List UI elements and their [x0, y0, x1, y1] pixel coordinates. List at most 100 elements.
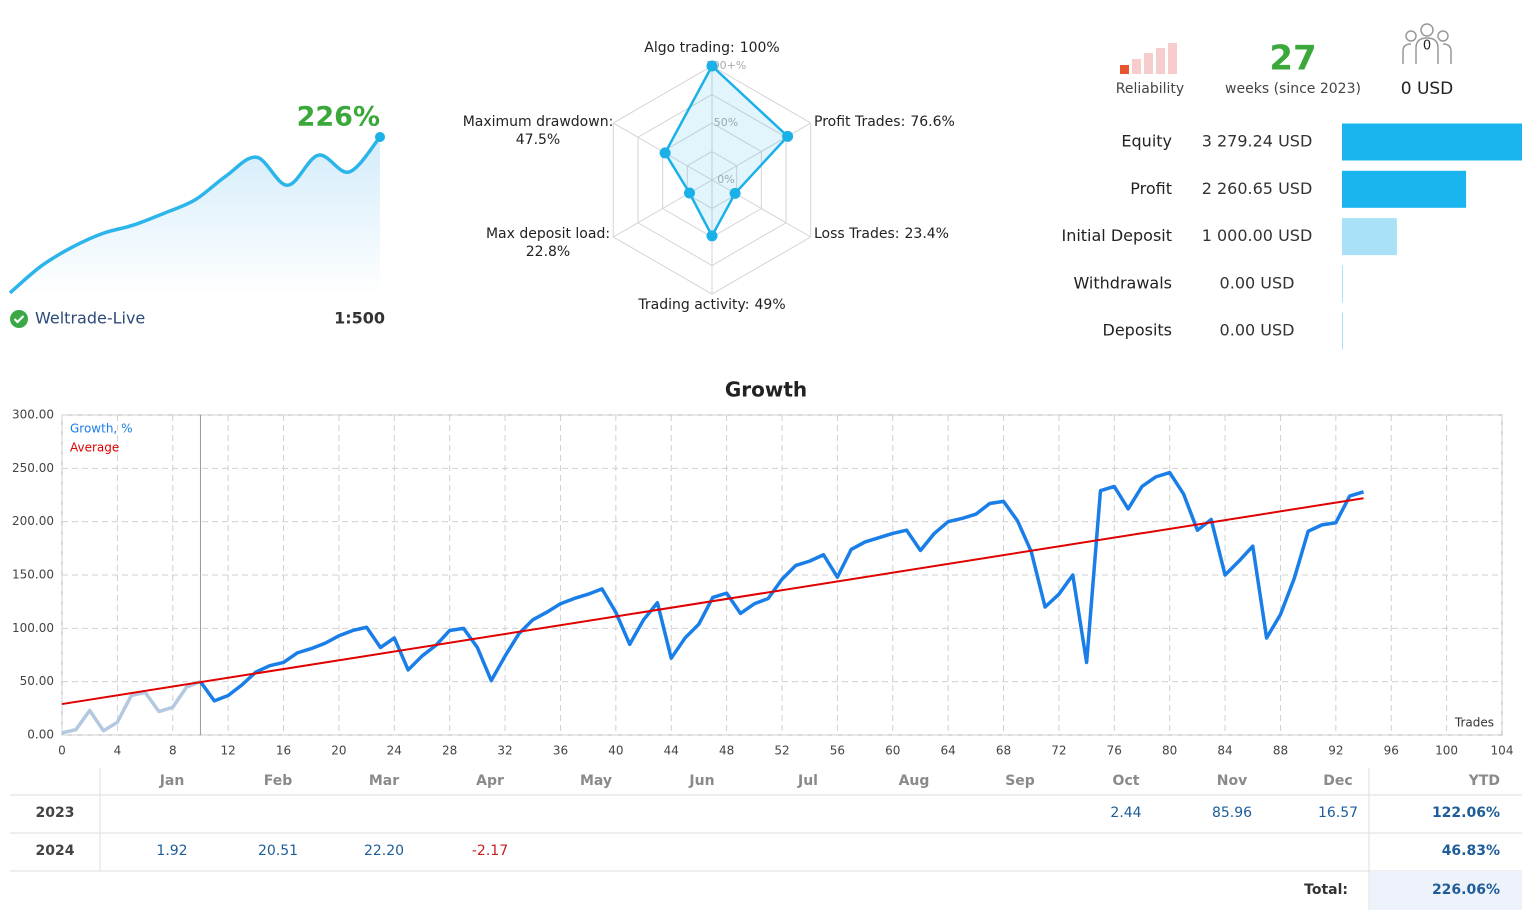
radar-spoke: [711, 122, 811, 181]
x-tick-label: 0: [58, 744, 66, 758]
balance-value: 1 000.00 USD: [1202, 226, 1313, 245]
radar-axis-label: Profit Trades: 76.6%: [814, 114, 955, 130]
radar-point: [782, 130, 794, 142]
balance-value: 2 260.65 USD: [1202, 179, 1313, 198]
x-tick-label: 32: [497, 744, 512, 758]
mini-area: [10, 137, 380, 295]
radar-tick-label: 50%: [714, 116, 738, 129]
radar-axis-value: 47.5%: [516, 132, 560, 148]
leverage: 1:500: [334, 309, 385, 328]
balance-bar: [1342, 123, 1522, 161]
column-header: Dec: [1323, 773, 1352, 789]
column-header: Nov: [1217, 773, 1247, 789]
column-header: YTD: [1468, 773, 1500, 789]
radar-axis-value: 100%: [740, 40, 780, 56]
column-header: Jun: [688, 773, 714, 789]
balance-label: Equity: [1121, 132, 1172, 151]
broker[interactable]: Weltrade-Live: [35, 309, 145, 328]
radar-point: [683, 187, 695, 199]
balance-label: Deposits: [1103, 321, 1173, 340]
x-tick-label: 20: [331, 744, 346, 758]
x-tick-label: 96: [1384, 744, 1399, 758]
radar-tick-label: 0%: [717, 173, 734, 186]
y-tick-label: 150.00: [12, 568, 54, 582]
y-tick-label: 300.00: [12, 408, 54, 422]
month-value: -2.17: [472, 843, 508, 859]
balance-value: 3 279.24 USD: [1202, 132, 1313, 151]
balance-value: 0.00 USD: [1220, 273, 1295, 292]
month-value: 22.20: [364, 843, 404, 859]
balance-value: 0.00 USD: [1220, 321, 1295, 340]
average-line: [61, 497, 1364, 706]
chart-title: Growth: [725, 378, 807, 402]
radar-point: [659, 147, 671, 159]
x-tick-label: 72: [1051, 744, 1066, 758]
column-header: Jan: [159, 773, 185, 789]
column-header: Aug: [899, 773, 930, 789]
radar-point: [729, 187, 741, 199]
x-tick-label: 16: [276, 744, 291, 758]
x-tick-label: 84: [1217, 744, 1232, 758]
radar-axis-label: Trading activity: 49%: [637, 297, 785, 313]
y-tick-label: 250.00: [12, 461, 54, 475]
column-header: May: [580, 773, 612, 789]
balance-bar: [1342, 170, 1467, 208]
x-tick-label: 28: [442, 744, 457, 758]
x-tick-label: 56: [830, 744, 845, 758]
month-value: 20.51: [258, 843, 298, 859]
radar-axis-value: 22.8%: [526, 244, 570, 260]
x-tick-label: 40: [608, 744, 623, 758]
total-value: 226.06%: [1432, 882, 1500, 898]
weeks-label: weeks (since 2023): [1225, 81, 1361, 97]
monthly-table: Jan Feb Mar Apr May Jun Jul Aug Sep Oct Nov Dec YTD 2…: [10, 768, 1522, 910]
radar-axis-name: Maximum drawdown:: [463, 114, 614, 130]
balance-label: Withdrawals: [1073, 273, 1172, 292]
ytd-value: 46.83%: [1442, 843, 1500, 859]
radar-axis-value: 49%: [755, 297, 786, 313]
radar-chart: 0%50%100+%Algo trading:100%Profit Trades…: [463, 40, 955, 313]
total-label: Total:: [1304, 882, 1348, 898]
total-cell: [1370, 871, 1522, 910]
radar-axis-name: Max deposit load:: [486, 226, 610, 242]
x-tick-label: 12: [221, 744, 236, 758]
x-tick-label: 24: [387, 744, 402, 758]
y-tick-label: 100.00: [12, 621, 54, 635]
mini-line: [8, 135, 382, 295]
ytd-value: 122.06%: [1432, 805, 1500, 821]
x-tick-label: 104: [1491, 744, 1514, 758]
column-header: Mar: [369, 773, 399, 789]
growth-line: [199, 470, 1365, 703]
radar-spoke: [613, 179, 713, 238]
growth-total: 226%: [297, 102, 380, 133]
x-tick-label: 8: [169, 744, 177, 758]
weeks: 27: [1269, 39, 1316, 79]
x-tick-label: 4: [114, 744, 122, 758]
radar-axis-name: Loss Trades:: [814, 226, 900, 242]
mini-chart: [8, 132, 385, 295]
radar-axis-label: Algo trading: 100%: [644, 40, 779, 56]
reliability-icon: [1120, 43, 1177, 74]
radar-axis-value: 23.4%: [905, 226, 949, 242]
subscription: 0 USD: [1401, 79, 1454, 99]
balance-label: Profit: [1130, 179, 1172, 198]
radar-area: [663, 63, 790, 239]
x-tick-label: 52: [774, 744, 789, 758]
x-tick-label: 60: [885, 744, 900, 758]
column-header: Apr: [476, 773, 504, 789]
x-tick-label: 76: [1107, 744, 1122, 758]
radar-axis-value: 76.6%: [910, 114, 954, 130]
legend-entry: Average: [70, 441, 119, 455]
x-axis-label: Trades: [1454, 716, 1494, 730]
radar-axis-label: Loss Trades: 23.4%: [814, 226, 949, 242]
x-tick-label: 100: [1435, 744, 1458, 758]
radar-spoke: [711, 179, 811, 238]
y-tick-label: 0.00: [27, 728, 54, 742]
x-tick-label: 64: [941, 744, 956, 758]
month-value: 85.96: [1212, 805, 1252, 821]
balance-bar: [1342, 218, 1397, 256]
x-tick-label: 44: [664, 744, 679, 758]
balance-bar: [1342, 312, 1343, 350]
balance-bar: [1342, 265, 1343, 303]
